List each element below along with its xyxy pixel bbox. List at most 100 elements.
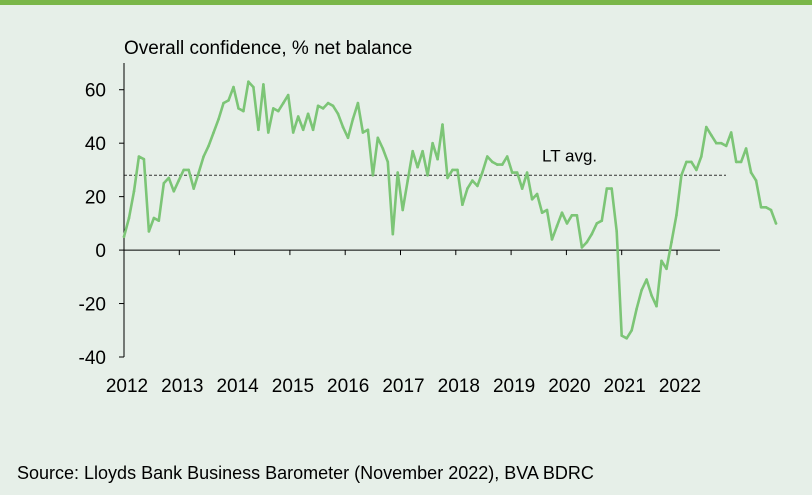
- data-point: [202, 155, 205, 158]
- data-point: [744, 147, 748, 150]
- data-point: [406, 179, 410, 182]
- data-point: [719, 141, 723, 145]
- data-point: [700, 155, 703, 158]
- data-point: [496, 163, 499, 166]
- data-point: [217, 117, 220, 121]
- data-point: [670, 240, 673, 244]
- data-point: [187, 168, 190, 172]
- data-point: [585, 240, 589, 244]
- data-point: [257, 128, 260, 132]
- data-point: [306, 112, 310, 116]
- data-point: [774, 222, 778, 225]
- data-point: [461, 203, 464, 206]
- data-point: [142, 157, 146, 161]
- data-point: [431, 141, 434, 145]
- data-point: [650, 294, 653, 297]
- data-point: [336, 112, 340, 116]
- data-point: [252, 85, 255, 89]
- data-point: [645, 278, 648, 281]
- x-tick-label: 2014: [216, 376, 259, 397]
- data-point: [366, 128, 370, 132]
- data-point: [476, 184, 479, 188]
- data-point: [734, 160, 738, 164]
- data-point: [286, 93, 290, 97]
- data-point: [371, 174, 375, 177]
- data-point: [361, 131, 365, 134]
- data-point: [272, 107, 275, 110]
- data-point: [296, 115, 300, 118]
- data-point: [690, 160, 693, 164]
- y-tick-label: 40: [85, 134, 106, 155]
- data-point: [705, 125, 708, 129]
- data-point: [630, 329, 633, 332]
- data-point: [680, 174, 683, 177]
- data-point: [451, 168, 454, 172]
- data-point: [341, 125, 345, 129]
- data-point: [441, 123, 444, 126]
- data-point: [660, 259, 663, 263]
- data-point: [192, 187, 195, 190]
- data-point: [600, 219, 604, 222]
- data-point: [635, 307, 638, 311]
- data-point: [386, 160, 390, 164]
- x-tick-label: 2018: [438, 376, 480, 397]
- data-point: [316, 104, 320, 108]
- y-tick-label: 60: [85, 81, 106, 102]
- data-point: [356, 101, 360, 105]
- data-point: [351, 117, 355, 121]
- data-point: [242, 109, 245, 113]
- data-point: [535, 192, 539, 196]
- data-point: [391, 232, 395, 236]
- data-point: [610, 187, 613, 190]
- data-point: [665, 267, 668, 271]
- data-point: [501, 163, 504, 166]
- data-point: [560, 211, 564, 214]
- data-point: [137, 155, 141, 158]
- x-tick-label: 2020: [548, 376, 590, 397]
- data-point: [481, 171, 484, 174]
- data-point: [222, 101, 225, 105]
- data-point: [605, 187, 609, 190]
- data-point: [729, 131, 733, 134]
- data-point: [291, 131, 295, 134]
- lt-avg-label: LT avg.: [542, 146, 597, 165]
- data-point: [331, 104, 335, 108]
- y-tick-label: 0: [95, 241, 106, 262]
- data-point: [311, 128, 315, 132]
- data-point: [759, 206, 763, 209]
- data-point: [122, 235, 126, 238]
- data-point: [456, 168, 459, 172]
- data-point: [321, 107, 325, 110]
- data-point: [724, 144, 728, 148]
- data-point: [595, 222, 599, 225]
- data-point: [525, 171, 529, 174]
- data-point: [685, 160, 688, 164]
- data-point: [710, 133, 713, 137]
- y-tick-label: -40: [79, 348, 106, 369]
- data-point: [162, 182, 166, 185]
- x-tick-label: 2013: [161, 376, 203, 397]
- x-tick-label: 2015: [272, 376, 314, 397]
- data-point: [515, 171, 519, 174]
- data-point: [675, 214, 678, 217]
- data-point: [575, 214, 579, 217]
- data-point: [471, 179, 474, 182]
- x-tick-label: 2016: [327, 376, 369, 397]
- data-point: [267, 131, 270, 134]
- data-point: [421, 149, 424, 153]
- data-point: [505, 155, 509, 158]
- data-point: [326, 101, 330, 105]
- data-point: [346, 136, 350, 140]
- data-point: [550, 238, 554, 241]
- data-point: [446, 176, 449, 180]
- data-point: [769, 208, 773, 212]
- data-point: [401, 208, 405, 212]
- data-point: [426, 174, 429, 177]
- data-point: [182, 168, 185, 172]
- series-line: [122, 80, 778, 340]
- data-point: [396, 171, 400, 174]
- data-point: [655, 304, 658, 308]
- y-tick-label: 20: [85, 188, 106, 209]
- x-tick-label: 2021: [604, 376, 646, 397]
